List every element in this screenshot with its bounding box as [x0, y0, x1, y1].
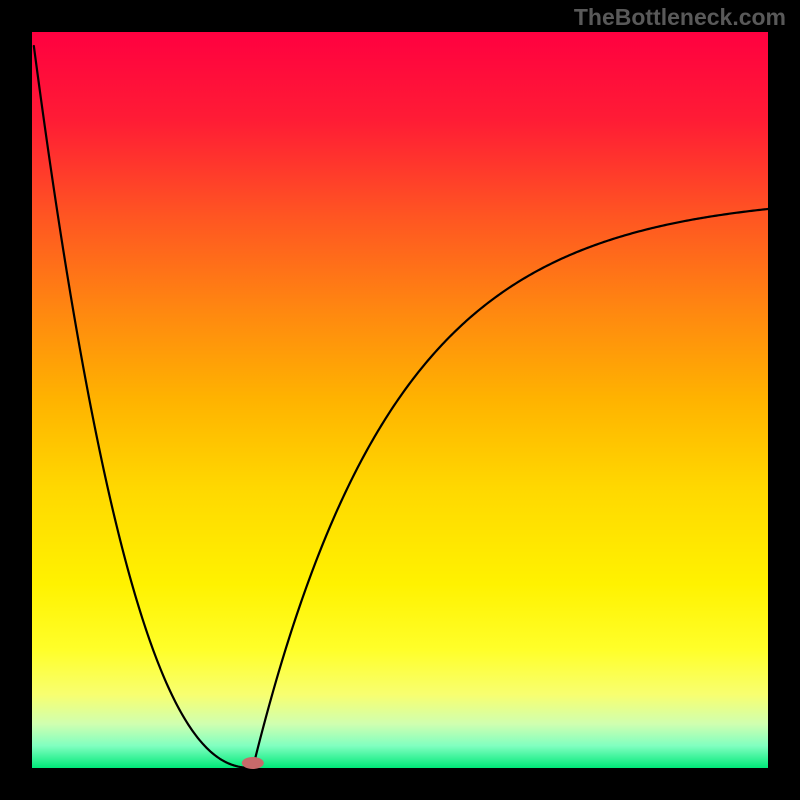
watermark-text: TheBottleneck.com	[574, 4, 786, 31]
chart-svg	[0, 0, 800, 800]
minimum-marker	[242, 757, 264, 769]
chart-container: TheBottleneck.com	[0, 0, 800, 800]
plot-area	[32, 32, 768, 768]
